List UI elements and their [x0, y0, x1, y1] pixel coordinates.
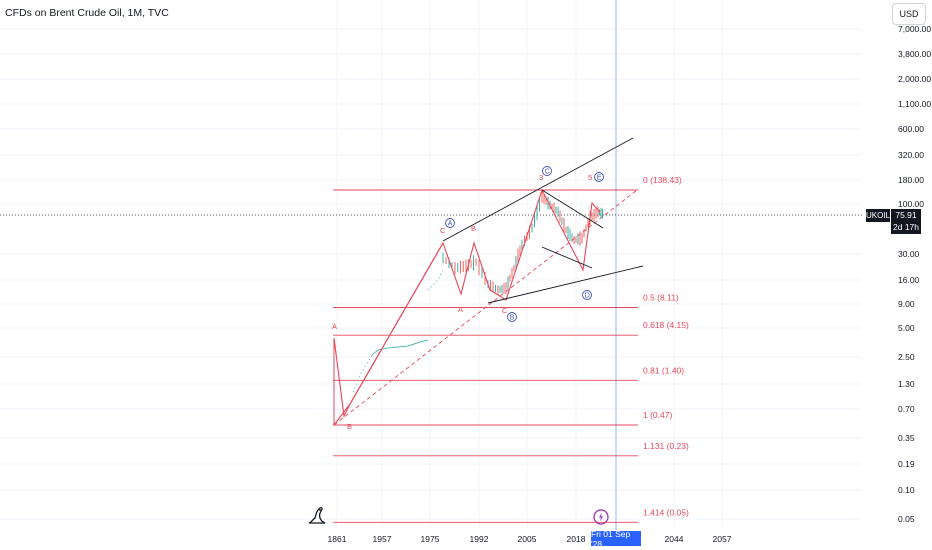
wave-label-c1: C [440, 226, 446, 235]
price-tick-label: 30.00 [898, 249, 920, 259]
price-tick-label: 600.00 [898, 124, 924, 134]
fib-trend-line [333, 189, 638, 426]
lower-trend-line [487, 265, 644, 304]
wave-label-b1: B [347, 422, 352, 431]
wave-label-a1: A [332, 322, 337, 331]
wave-label-5: 5 [588, 173, 592, 182]
currency-button[interactable]: USD [892, 3, 926, 25]
elliott-wave-path [333, 188, 601, 418]
wave-label-c2: C [502, 306, 508, 315]
early-price-line [371, 339, 429, 356]
price-tick-label: 100.00 [898, 199, 924, 209]
price-tick-label: 0.70 [898, 404, 915, 414]
fib-level-label: 0.618 (4.15) [643, 320, 689, 330]
price-tick-label: 0.19 [898, 459, 915, 469]
price-candles [442, 191, 603, 295]
fib-level-label: 0.5 (8.11) [643, 293, 679, 303]
price-tick-label: 0.05 [898, 514, 915, 524]
fib-level-label: 1.414 (0.05) [643, 507, 689, 517]
alert-icon[interactable] [593, 509, 609, 525]
elliott-wave-path-2 [333, 242, 444, 426]
wave-label-a2: A [458, 305, 463, 314]
price-tick-label: 2.50 [898, 352, 915, 362]
price-axis[interactable]: 7,000.00 3,800.00 2,000.00 1,100.00 600.00 32… [898, 24, 931, 524]
vertical-gridlines [336, 0, 723, 528]
time-tick-label: 2057 [713, 534, 732, 544]
price-tick-label: 9.00 [898, 299, 915, 309]
last-price-tag: 75.91 2d 17h [891, 209, 921, 234]
time-axis[interactable]: 1861 1957 1975 1992 2005 2018 2044 2057 [328, 534, 732, 544]
price-tick-label: 0.10 [898, 485, 915, 495]
fib-level-label: 1.131 (0.23) [643, 441, 689, 451]
early-price-dots [352, 354, 373, 393]
price-tick-label: 0.35 [898, 433, 915, 443]
wedge-lower [541, 246, 593, 269]
time-tick-label: 2044 [665, 534, 684, 544]
time-tick-label: 1975 [421, 534, 440, 544]
time-tick-label: 1957 [373, 534, 392, 544]
price-tick-label: 7,000.00 [898, 24, 931, 34]
wave-label-3: 3 [539, 173, 543, 182]
time-tick-label: 1861 [328, 534, 347, 544]
price-tick-label: 1.30 [898, 379, 915, 389]
price-tick-label: 320.00 [898, 150, 924, 160]
time-tick-label: 1992 [470, 534, 489, 544]
fib-level-label: 0.81 (1.40) [643, 365, 684, 375]
wave-circle-e: E [597, 175, 602, 182]
time-tick-label: 2005 [518, 534, 537, 544]
tradingview-logo-icon[interactable] [306, 504, 328, 526]
ticker-tag: UKOIL [866, 209, 891, 222]
time-tick-label: 2018 [567, 534, 586, 544]
wave-label-b2: B [471, 224, 476, 233]
price-tick-label: 16.00 [898, 275, 920, 285]
chart-title: CFDs on Brent Crude Oil, 1M, TVC [5, 7, 169, 19]
crosshair-date-label: Fri 01 Sep '28 [591, 529, 641, 549]
wave-circle-a: A [448, 221, 453, 228]
price-tick-label: 2,000.00 [898, 74, 931, 84]
price-tick-label: 1,100.00 [898, 99, 931, 109]
fib-level-label: 1 (0.47) [643, 410, 672, 420]
price-tick-label: 5.00 [898, 323, 915, 333]
fib-level-label: 0 (138.43) [643, 175, 682, 185]
wedge-upper [541, 189, 604, 229]
price-tick-label: 180.00 [898, 175, 924, 185]
bar-countdown: 2d 17h [893, 222, 919, 232]
wave-circle-c: C [545, 169, 550, 176]
upper-trend-line [442, 137, 634, 242]
last-price-value: 75.91 [895, 210, 917, 220]
wave-circle-d: D [585, 293, 590, 300]
wave-labels: A B C A B C 3 5 [332, 173, 592, 431]
wave-circle-b: B [510, 315, 515, 322]
wave-circle-labels: A B C D E [445, 166, 604, 322]
fibonacci-retracement[interactable]: 0 (138.43) 0.5 (8.11) 0.618 (4.15) 0.81 (1.… [333, 175, 689, 523]
price-tick-label: 3,800.00 [898, 49, 931, 59]
